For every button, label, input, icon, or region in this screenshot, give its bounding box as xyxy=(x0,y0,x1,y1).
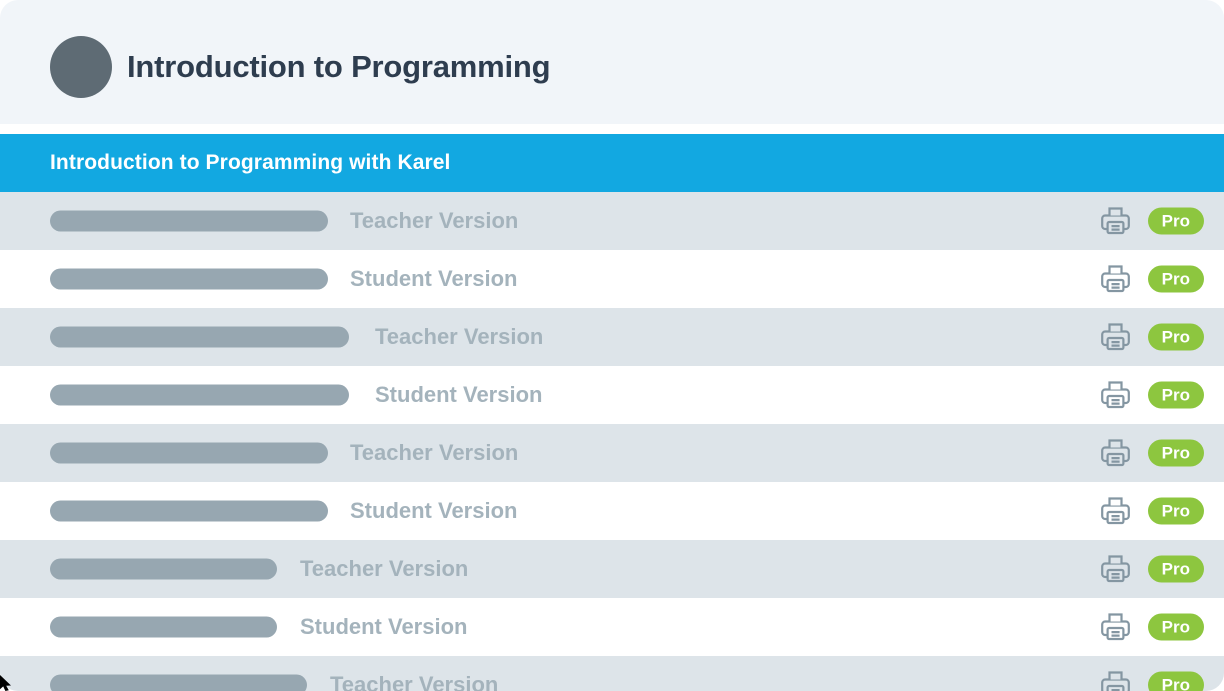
avatar xyxy=(50,36,112,98)
pro-badge: Pro xyxy=(1147,497,1204,525)
row-actions: Pro xyxy=(1099,553,1204,586)
pro-badge: Pro xyxy=(1147,207,1204,235)
printer-icon[interactable] xyxy=(1099,553,1132,586)
lesson-row[interactable]: Teacher Version Pro xyxy=(0,656,1224,691)
version-label: Student Version xyxy=(375,382,543,407)
lesson-list: Teacher Version Pro Student Version Pro Te… xyxy=(0,192,1224,691)
version-label: Teacher Version xyxy=(330,672,499,691)
row-actions: Pro xyxy=(1099,379,1204,412)
lesson-title-redacted[interactable] xyxy=(50,674,307,691)
lesson-row[interactable]: Teacher Version Pro xyxy=(0,192,1224,250)
row-actions: Pro xyxy=(1099,669,1204,691)
lesson-title-redacted[interactable] xyxy=(50,442,328,464)
pro-badge: Pro xyxy=(1147,265,1204,293)
lesson-row[interactable]: Student Version Pro xyxy=(0,250,1224,308)
module-banner-title: Introduction to Programming with Karel xyxy=(50,151,451,174)
row-actions: Pro xyxy=(1099,611,1204,644)
version-label: Student Version xyxy=(350,266,518,291)
pro-badge: Pro xyxy=(1147,613,1204,641)
lesson-title-redacted[interactable] xyxy=(50,616,277,638)
mouse-cursor xyxy=(0,675,11,691)
row-actions: Pro xyxy=(1099,205,1204,238)
pro-badge: Pro xyxy=(1147,439,1204,467)
pro-badge: Pro xyxy=(1147,323,1204,351)
printer-icon[interactable] xyxy=(1099,669,1132,691)
pro-badge: Pro xyxy=(1147,381,1204,409)
version-label: Student Version xyxy=(350,498,518,523)
version-label: Teacher Version xyxy=(350,440,519,465)
course-header: Introduction to Programming xyxy=(0,0,1224,124)
lesson-title-redacted[interactable] xyxy=(50,326,349,348)
lesson-title-redacted[interactable] xyxy=(50,558,277,580)
version-label: Teacher Version xyxy=(300,556,469,581)
lesson-title-redacted[interactable] xyxy=(50,500,328,522)
lesson-title-redacted[interactable] xyxy=(50,268,328,290)
row-actions: Pro xyxy=(1099,437,1204,470)
pro-badge: Pro xyxy=(1147,671,1204,691)
row-actions: Pro xyxy=(1099,263,1204,296)
lesson-row[interactable]: Student Version Pro xyxy=(0,598,1224,656)
row-actions: Pro xyxy=(1099,495,1204,528)
pro-badge: Pro xyxy=(1147,555,1204,583)
lesson-row[interactable]: Teacher Version Pro xyxy=(0,308,1224,366)
printer-icon[interactable] xyxy=(1099,321,1132,354)
printer-icon[interactable] xyxy=(1099,205,1132,238)
lesson-row[interactable]: Teacher Version Pro xyxy=(0,424,1224,482)
lesson-row[interactable]: Student Version Pro xyxy=(0,482,1224,540)
module-banner[interactable]: Introduction to Programming with Karel xyxy=(0,134,1224,192)
version-label: Teacher Version xyxy=(350,208,519,233)
printer-icon[interactable] xyxy=(1099,495,1132,528)
printer-icon[interactable] xyxy=(1099,379,1132,412)
printer-icon[interactable] xyxy=(1099,437,1132,470)
version-label: Student Version xyxy=(300,614,468,639)
page-title: Introduction to Programming xyxy=(127,49,551,84)
lesson-title-redacted[interactable] xyxy=(50,210,328,232)
printer-icon[interactable] xyxy=(1099,263,1132,296)
printer-icon[interactable] xyxy=(1099,611,1132,644)
version-label: Teacher Version xyxy=(375,324,544,349)
lesson-row[interactable]: Teacher Version Pro xyxy=(0,540,1224,598)
header-divider xyxy=(0,124,1224,134)
row-actions: Pro xyxy=(1099,321,1204,354)
lesson-row[interactable]: Student Version Pro xyxy=(0,366,1224,424)
lesson-title-redacted[interactable] xyxy=(50,384,349,406)
